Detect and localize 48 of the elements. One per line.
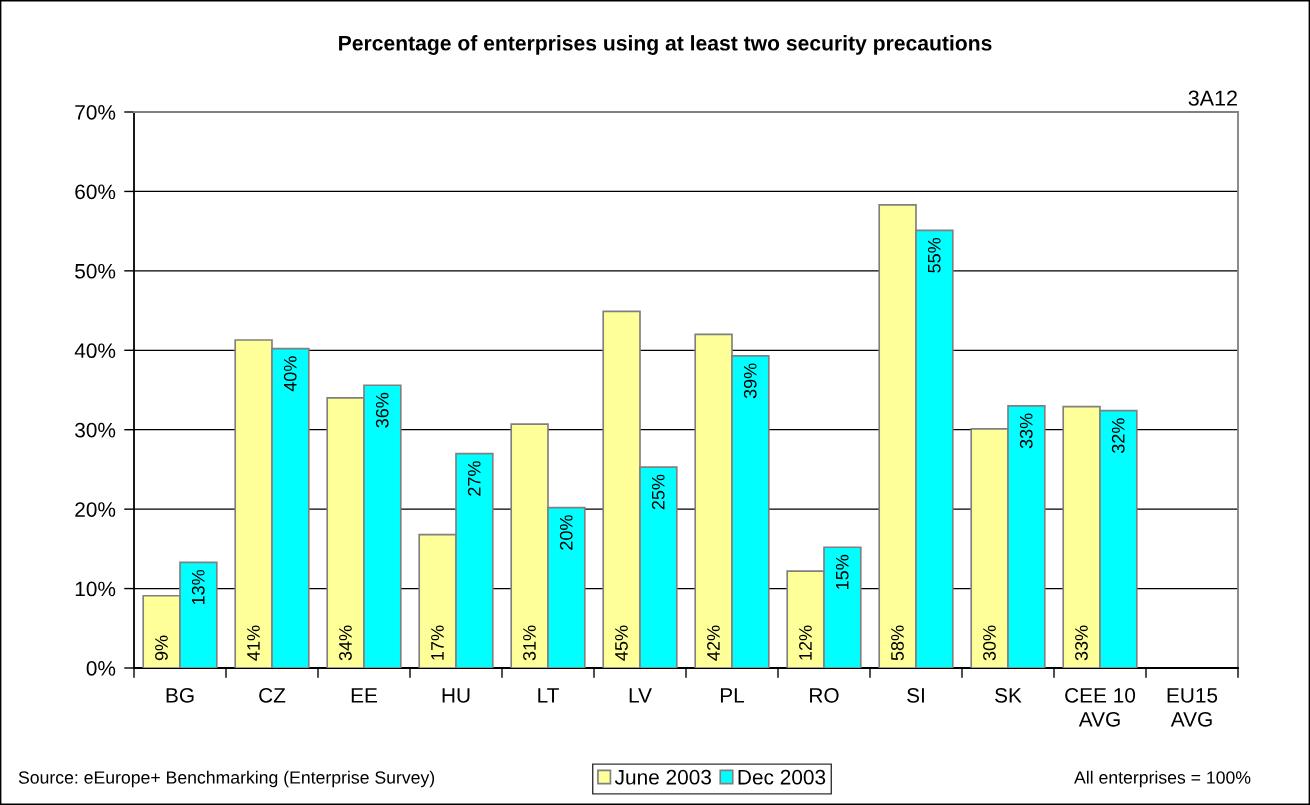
data-label: 12% xyxy=(799,625,812,660)
data-label: 41% xyxy=(247,625,260,661)
y-tick-label: 10% xyxy=(75,581,116,597)
data-label: 25% xyxy=(651,474,665,510)
data-label: 36% xyxy=(375,392,389,428)
data-label: 40% xyxy=(283,356,297,392)
data-label: 27% xyxy=(467,461,481,496)
data-label: 9% xyxy=(155,635,168,661)
data-label: 33% xyxy=(1019,413,1033,449)
x-tick-label: PL xyxy=(720,688,745,703)
data-label: 30% xyxy=(983,625,996,661)
source-note: Source: eEurope+ Benchmarking (Enterprise Survey) xyxy=(18,770,435,788)
x-tick-label: SI xyxy=(907,687,924,703)
data-label: 33% xyxy=(1075,625,1088,661)
data-label: 55% xyxy=(927,237,941,273)
data-label: 20% xyxy=(559,515,573,550)
legend-label: June 2003 xyxy=(614,769,711,785)
text: 3A12 xyxy=(1188,90,1237,106)
legend-label: Dec 2003 xyxy=(738,769,826,785)
data-label: 17% xyxy=(431,625,444,660)
text: All enterprises = 100% xyxy=(1074,770,1251,788)
x-tick-label: RO xyxy=(810,687,839,703)
x-tick-label: EE xyxy=(351,688,377,703)
y-tick-label: 60% xyxy=(75,184,116,200)
data-label: 34% xyxy=(339,625,352,661)
y-tick-label: 70% xyxy=(75,105,116,120)
data-label: 58% xyxy=(891,625,904,661)
data-label: 31% xyxy=(523,625,536,661)
x-tick-label: CEE 10 AVG xyxy=(1065,687,1136,727)
y-tick-label: 50% xyxy=(75,263,116,279)
y-tick-label: 0% xyxy=(86,661,116,676)
y-tick-label: 30% xyxy=(75,422,116,438)
x-tick-label: EU15 AVG xyxy=(1167,688,1218,727)
y-tick-label: 20% xyxy=(75,502,116,517)
data-label: 42% xyxy=(707,625,720,661)
x-tick-label: BG xyxy=(166,687,194,703)
chart-title: Percentage of enterprises using at least two security precautions xyxy=(339,35,992,55)
x-tick-label: LV xyxy=(629,688,652,703)
x-tick-label: SK xyxy=(995,687,1022,703)
y-tick-label: 40% xyxy=(74,343,116,359)
x-tick-label: LT xyxy=(538,688,559,703)
data-label: 13% xyxy=(191,569,205,605)
data-label: 15% xyxy=(835,554,849,589)
x-tick-label: HU xyxy=(442,688,470,703)
data-label: 45% xyxy=(615,625,628,661)
data-label: 39% xyxy=(743,363,757,399)
x-tick-label: CZ xyxy=(259,687,286,703)
data-label: 32% xyxy=(1111,418,1125,454)
